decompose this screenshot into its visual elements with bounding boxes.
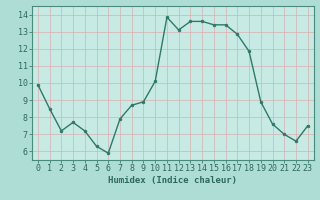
X-axis label: Humidex (Indice chaleur): Humidex (Indice chaleur) [108,176,237,185]
